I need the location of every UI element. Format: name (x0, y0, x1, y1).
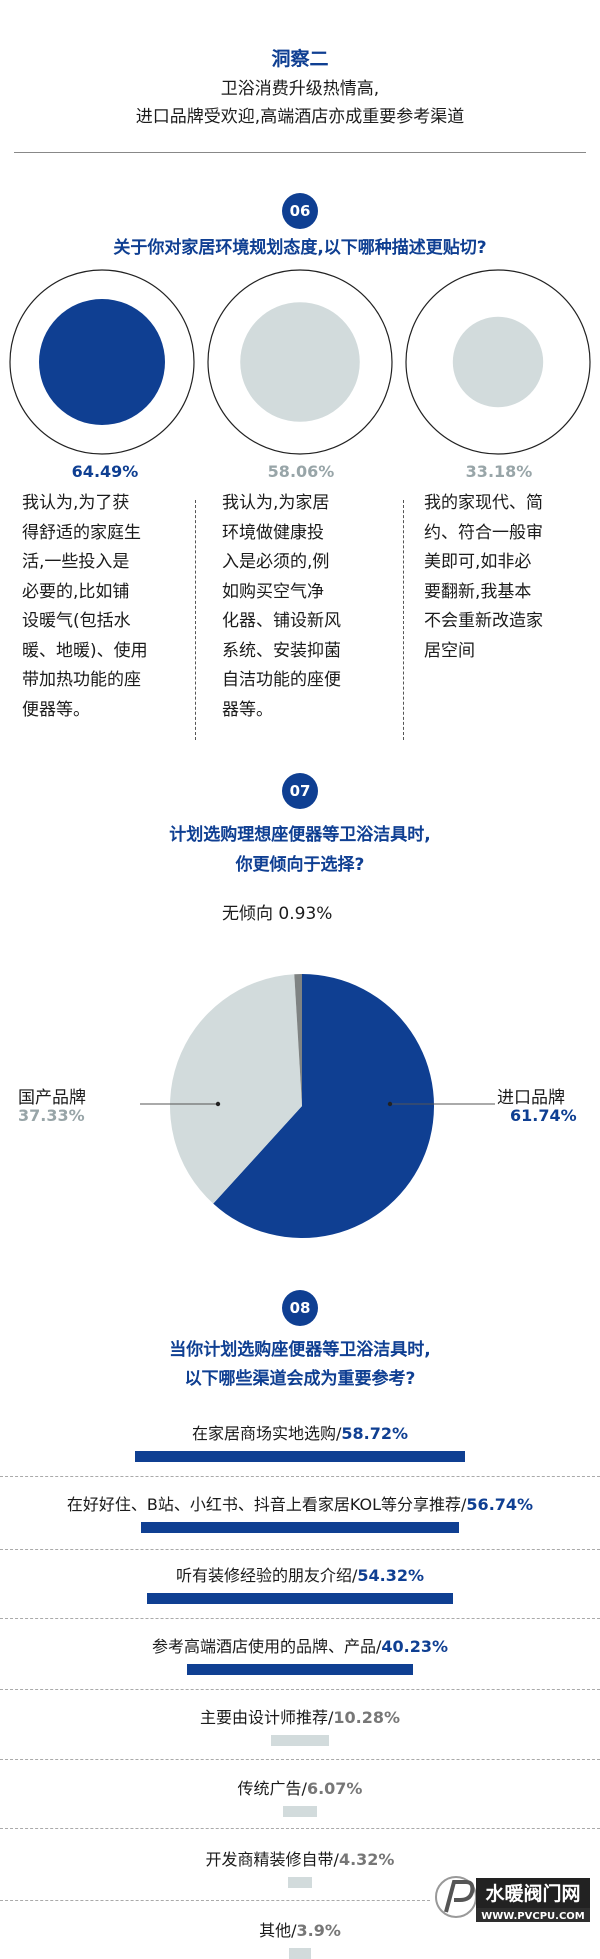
section-title: 洞察二 (271, 48, 329, 70)
bar-label-value: 54.32% (357, 1566, 425, 1585)
bar-label-name: 开发商精装修自带/ (205, 1850, 339, 1869)
question-title-line1: 当你计划选购座便器等卫浴洁具时, (169, 1340, 431, 1360)
bar-label-name: 传统广告/ (237, 1779, 307, 1798)
section-subtitle-line1: 卫浴消费升级热情高, (220, 79, 380, 99)
question-title-line2: 你更倾向于选择? (235, 855, 365, 875)
bar-label-name: 听有装修经验的朋友介绍/ (175, 1566, 358, 1585)
circle-outer-ring (207, 269, 393, 455)
column-divider (195, 500, 196, 740)
option-value: 33.18% (465, 462, 533, 481)
pie-label-domestic-name: 国产品牌 (18, 1088, 86, 1108)
pie-label-none: 无倾向 0.93% (222, 904, 333, 924)
option-value: 64.49% (71, 462, 139, 481)
watermark-brand: 水暖阀门网 (485, 1882, 580, 1905)
bar-label-name: 主要由设计师推荐/ (199, 1708, 334, 1727)
pie-leader-dot (215, 1101, 221, 1107)
bar-label-value: 3.9% (296, 1921, 341, 1940)
bar-label-value: 4.32% (338, 1850, 395, 1869)
bar (271, 1735, 329, 1746)
row-divider (0, 1476, 600, 1478)
bar-label: 参考高端酒店使用的品牌、产品/40.23% (0, 1633, 600, 1657)
pie-label-import-name: 进口品牌 (497, 1088, 565, 1108)
pie-chart (140, 974, 495, 1238)
bar-label-value: 10.28% (333, 1708, 401, 1727)
bar-label-value: 6.07% (306, 1779, 363, 1798)
bar-label: 主要由设计师推荐/10.28% (0, 1704, 600, 1728)
circle-outer-ring (9, 269, 195, 455)
bar-label-name: 在家居商场实地选购/ (191, 1424, 342, 1443)
row-divider (0, 1618, 600, 1620)
bar-label: 在好好住、B站、小红书、抖音上看家居KOL等分享推荐/56.74% (0, 1491, 600, 1515)
question-number-badge: 07 (282, 773, 318, 809)
bar-label: 开发商精装修自带/4.32% (0, 1846, 600, 1870)
bar (135, 1451, 465, 1462)
column-divider (403, 500, 404, 740)
bar-label-value: 40.23% (381, 1637, 449, 1656)
row-divider (0, 1549, 600, 1551)
option-description: 我的家现代、简 约、符合一般审 美即可,如非必 要翻新,我基本 不会重新改造家 居空间 (424, 493, 543, 661)
bar-label-value: 58.72% (341, 1424, 409, 1443)
question-title-line2: 以下哪些渠道会成为重要参考? (184, 1369, 416, 1389)
pie-label-domestic-value: 37.33% (18, 1106, 85, 1125)
circle-chart (9, 269, 591, 455)
option-value: 58.06% (267, 462, 335, 481)
bar (289, 1948, 311, 1959)
circle-value-mark (240, 302, 360, 422)
bar-label-name: 其他/ (259, 1921, 297, 1940)
pie-slice-domestic (170, 974, 302, 1204)
row-divider (0, 1900, 430, 1902)
watermark-logo: 水暖阀门网 WWW.PVCPU.COM (432, 1864, 592, 1930)
bar-label-name: 参考高端酒店使用的品牌、产品/ (151, 1637, 382, 1656)
circle-value-mark (39, 299, 165, 425)
section-subtitle-line2: 进口品牌受欢迎,高端酒店亦成重要参考渠道 (135, 107, 465, 127)
pie-leader-dot (387, 1101, 393, 1107)
bar (140, 1522, 460, 1533)
row-divider (0, 1828, 600, 1830)
option-description: 我认为,为了获 得舒适的家庭生 活,一些投入是 必要的,比如铺 设暖气(包括水 暖、地… (22, 493, 148, 720)
bar-label: 听有装修经验的朋友介绍/54.32% (0, 1562, 600, 1586)
bar-label-value: 56.74% (466, 1495, 534, 1514)
circle-outer-ring (405, 269, 591, 455)
header-divider (14, 152, 586, 153)
question-number-badge: 06 (282, 193, 318, 229)
bar (287, 1877, 313, 1888)
question-title-line1: 计划选购理想座便器等卫浴洁具时, (169, 825, 431, 845)
watermark-url: WWW.PVCPU.COM (481, 1911, 585, 1922)
row-divider (0, 1759, 600, 1761)
bar-label: 传统广告/6.07% (0, 1775, 600, 1799)
bar (147, 1593, 453, 1604)
bar-label-name: 在好好住、B站、小红书、抖音上看家居KOL等分享推荐/ (66, 1495, 467, 1514)
bar (186, 1664, 414, 1675)
pie-slice-none (294, 974, 302, 1106)
bar (282, 1806, 318, 1817)
bar-label: 在家居商场实地选购/58.72% (0, 1420, 600, 1444)
question-title: 关于你对家居环境规划态度,以下哪种描述更贴切? (113, 238, 487, 258)
option-description: 我认为,为家居 环境做健康投 入是必须的,例 如购买空气净 化器、铺设新风 系统、安装… (222, 493, 341, 720)
question-number-badge: 08 (282, 1290, 318, 1326)
circle-value-mark (452, 316, 544, 408)
pie-slice-import (213, 974, 434, 1238)
row-divider (0, 1689, 600, 1691)
pie-label-import-value: 61.74% (510, 1106, 577, 1125)
